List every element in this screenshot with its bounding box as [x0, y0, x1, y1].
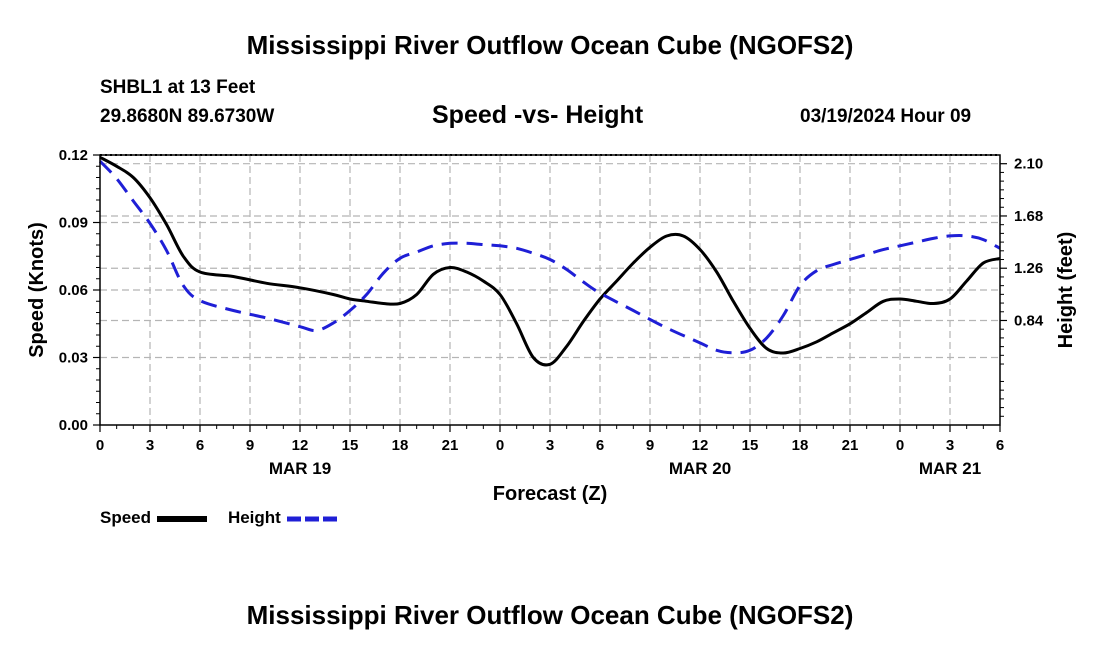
x-tick-label: 9 — [246, 437, 254, 454]
right-tick-label: 1.26 — [1014, 260, 1043, 277]
left-tick-label: 0.00 — [59, 417, 88, 434]
x-tick-label: 6 — [196, 437, 204, 454]
left-tick-label: 0.06 — [59, 282, 88, 299]
x-tick-label: 12 — [692, 437, 709, 454]
x-tick-label: 9 — [646, 437, 654, 454]
x-tick-label: 6 — [596, 437, 604, 454]
x-tick-label: 18 — [392, 437, 409, 454]
left-tick-label: 0.09 — [59, 215, 88, 232]
speed-height-chart: 0 3 6 9 12 15 18 21 0 3 6 9 12 15 18 21 0 3 6 MAR 19 MAR 20 M… — [26, 147, 1077, 505]
x-tick-label: 3 — [946, 437, 954, 454]
x-tick-label: 15 — [342, 437, 359, 454]
x-tick-label: 0 — [96, 437, 104, 454]
x-tick-label: 21 — [842, 437, 859, 454]
legend: Speed Height — [100, 508, 339, 528]
legend-height-label: Height — [227, 508, 281, 527]
x-tick-label: 18 — [792, 437, 809, 454]
forecast-timestamp: 03/19/2024 Hour 09 — [800, 106, 972, 127]
x-tick-label: 0 — [496, 437, 504, 454]
x-tick-label: 6 — [996, 437, 1004, 454]
right-tick-label: 1.68 — [1014, 208, 1043, 225]
x-tick-label: 3 — [146, 437, 154, 454]
left-tick-label: 0.03 — [59, 350, 88, 367]
x-tick-label: 21 — [442, 437, 459, 454]
station-label: SHBL1 at 13 Feet — [100, 77, 256, 98]
station-coordinates: 29.8680N 89.6730W — [100, 106, 275, 127]
right-axis-label: Height (feet) — [1055, 232, 1077, 349]
grid-layer — [100, 154, 1000, 425]
x-tick-label: 3 — [546, 437, 554, 454]
legend-speed-swatch — [157, 515, 208, 522]
x-tick-label: 15 — [742, 437, 759, 454]
right-tick-label: 0.84 — [1014, 312, 1044, 329]
chart-main-title: Mississippi River Outflow Ocean Cube (NG… — [246, 30, 854, 60]
legend-height-swatch — [287, 516, 338, 522]
date-label: MAR 19 — [269, 459, 331, 478]
chart-footer-title: Mississippi River Outflow Ocean Cube (NG… — [246, 600, 854, 630]
x-tick-label: 12 — [292, 437, 309, 454]
series-line-speed — [99, 155, 1001, 367]
x-tick-label: 0 — [896, 437, 904, 454]
axes-layer: 0 3 6 9 12 15 18 21 0 3 6 9 12 15 18 21 0 3 6 MAR 19 MAR 20 M… — [59, 147, 1044, 478]
legend-speed-label: Speed — [100, 508, 152, 527]
left-tick-label: 0.12 — [59, 147, 88, 164]
series-line-height — [98, 160, 1001, 355]
right-tick-label: 2.10 — [1014, 156, 1043, 173]
date-label: MAR 20 — [669, 459, 731, 478]
x-axis-label: Forecast (Z) — [493, 483, 607, 505]
series-layer — [98, 155, 1001, 367]
chart-subtitle: Speed -vs- Height — [432, 101, 644, 129]
left-axis-label: Speed (Knots) — [26, 222, 48, 358]
date-label: MAR 21 — [919, 459, 981, 478]
